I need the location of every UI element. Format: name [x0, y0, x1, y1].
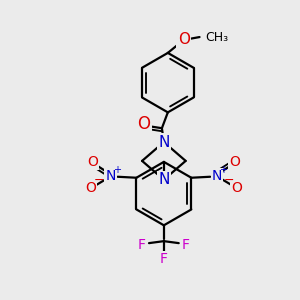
Text: −: −	[94, 174, 104, 187]
Text: +: +	[219, 165, 227, 175]
Text: F: F	[160, 252, 168, 266]
Text: N: N	[158, 135, 169, 150]
Text: O: O	[138, 115, 151, 133]
Text: O: O	[85, 181, 96, 195]
Text: N: N	[106, 169, 116, 183]
Text: N: N	[212, 169, 222, 183]
Text: +: +	[112, 165, 121, 175]
Text: N: N	[158, 172, 169, 187]
Text: O: O	[230, 155, 240, 169]
Text: −: −	[224, 174, 234, 187]
Text: F: F	[182, 238, 190, 252]
Text: O: O	[87, 155, 98, 169]
Text: F: F	[138, 238, 146, 252]
Text: O: O	[178, 32, 190, 46]
Text: CH₃: CH₃	[206, 31, 229, 44]
Text: O: O	[232, 181, 242, 195]
